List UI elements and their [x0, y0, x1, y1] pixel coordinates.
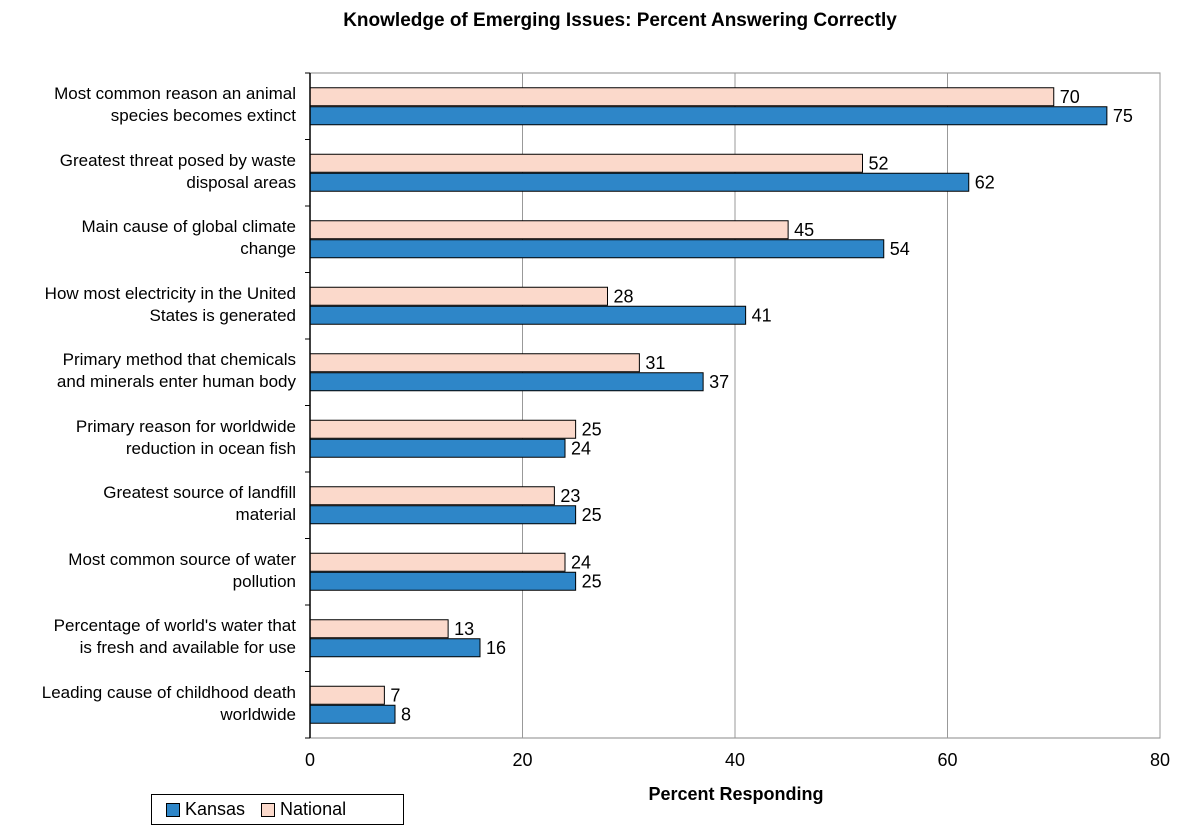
category-label-line: change [240, 239, 296, 259]
category-label-line: reduction in ocean fish [125, 438, 296, 458]
category-label-line: States is generated [149, 305, 296, 325]
category-label: Percentage of world's water that is fresh… [0, 615, 296, 659]
data-label-national: 7 [390, 685, 400, 705]
data-label-kansas: 8 [401, 704, 411, 724]
bar-national [309, 552, 566, 572]
chart-title: Knowledge of Emerging Issues: Percent An… [343, 10, 897, 31]
bar-kansas [309, 704, 396, 724]
category-label-line: Leading cause of childhood death [41, 682, 296, 702]
category-label: Most common source of water pollution [0, 549, 296, 593]
data-label-national: 31 [645, 353, 665, 373]
bar-national [309, 153, 863, 173]
category-label-line: Most common source of water [68, 549, 296, 569]
bar-kansas [309, 106, 1108, 126]
category-label: How most electricity in the United States… [0, 283, 296, 327]
data-label-kansas: 62 [975, 172, 995, 192]
legend: Kansas National [151, 794, 404, 825]
data-label-kansas: 16 [486, 638, 506, 658]
data-label-national: 70 [1060, 87, 1080, 107]
category-label: Greatest threat posed by waste disposal a… [0, 150, 296, 194]
legend-swatch-kansas [166, 802, 180, 817]
bar-national [309, 685, 385, 705]
data-label-national: 23 [560, 486, 580, 506]
category-label: Primary method that chemicals and mineral… [0, 349, 296, 393]
category-label-line: Percentage of world's water that [53, 616, 296, 636]
category-label-line: is fresh and available for use [79, 638, 296, 658]
category-label-line: How most electricity in the United [44, 283, 296, 303]
data-label-kansas: 54 [890, 239, 910, 259]
bar-kansas [309, 505, 577, 525]
legend-label-kansas: Kansas [185, 799, 246, 819]
bar-national [309, 353, 640, 373]
data-label-kansas: 75 [1113, 106, 1133, 126]
legend-label-national: National [280, 799, 347, 819]
bar-kansas [309, 638, 481, 658]
bar-kansas [309, 571, 577, 591]
legend-item-kansas: Kansas [166, 799, 245, 820]
bar-kansas [309, 372, 704, 392]
x-tick-label: 80 [1150, 750, 1170, 770]
category-label-line: and minerals enter human body [56, 372, 296, 392]
data-label-kansas: 37 [709, 372, 729, 392]
category-label: Main cause of global climate change [0, 216, 296, 260]
bar-national [309, 87, 1055, 107]
x-tick-label: 0 [305, 750, 315, 770]
data-label-kansas: 25 [582, 505, 602, 525]
bar-kansas [309, 305, 747, 325]
data-label-national: 24 [571, 552, 591, 572]
category-label-line: species becomes extinct [110, 106, 296, 126]
data-label-national: 25 [582, 419, 602, 439]
data-label-kansas: 25 [582, 571, 602, 591]
category-label: Leading cause of childhood death worldwid… [0, 682, 296, 726]
data-label-national: 45 [794, 220, 814, 240]
data-label-national: 13 [454, 619, 474, 639]
x-tick-label: 20 [512, 750, 532, 770]
category-label-line: material [235, 505, 296, 525]
x-tick-label: 60 [937, 750, 957, 770]
category-label: Greatest source of landfill material [0, 482, 296, 526]
category-label-line: pollution [232, 571, 296, 591]
category-label-line: Most common reason an animal [54, 84, 296, 104]
category-label: Most common reason an animal species beco… [0, 83, 296, 127]
category-label-line: Primary reason for worldwide [75, 416, 296, 436]
data-label-national: 28 [614, 286, 634, 306]
category-label-line: disposal areas [186, 172, 296, 192]
data-label-kansas: 41 [752, 305, 772, 325]
bar-national [309, 419, 577, 439]
data-label-national: 52 [869, 153, 889, 173]
bar-kansas [309, 172, 970, 192]
data-label-kansas: 24 [571, 438, 591, 458]
bar-national [309, 220, 789, 240]
legend-swatch-national [261, 802, 276, 817]
category-label: Primary reason for worldwide reduction in… [0, 416, 296, 460]
x-tick-label: 40 [725, 750, 745, 770]
category-label-line: worldwide [220, 704, 296, 724]
bar-kansas [309, 239, 885, 259]
x-axis-title: Percent Responding [648, 784, 824, 804]
category-label-line: Primary method that chemicals [62, 350, 296, 370]
bar-national [309, 286, 608, 306]
bar-national [309, 619, 449, 639]
legend-item-national: National [261, 799, 346, 820]
bar-kansas [309, 438, 566, 458]
category-label-line: Main cause of global climate [81, 217, 296, 237]
category-label-line: Greatest source of landfill [103, 483, 296, 503]
category-label-line: Greatest threat posed by waste [59, 150, 296, 170]
bar-national [309, 486, 555, 506]
